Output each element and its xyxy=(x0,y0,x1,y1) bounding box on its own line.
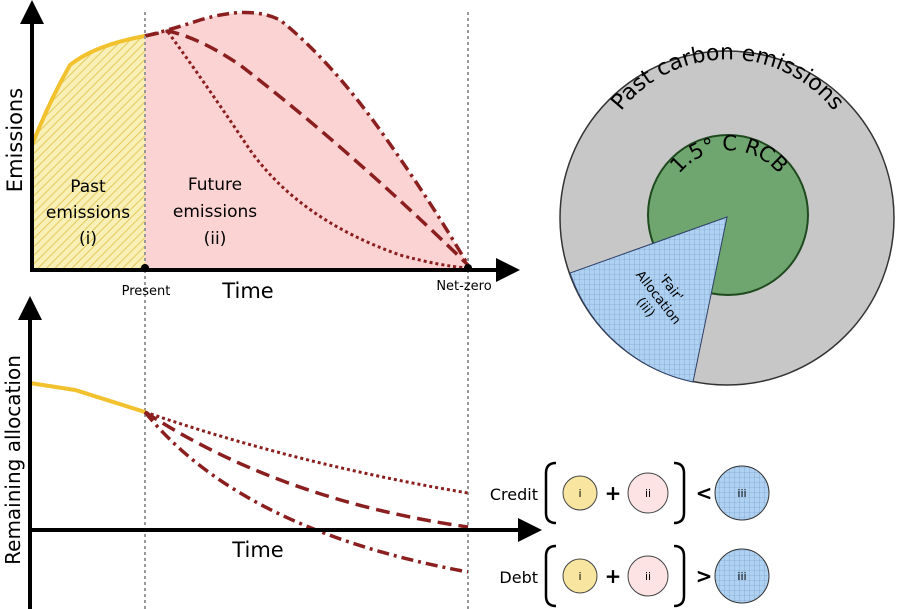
past-allocation-curve xyxy=(29,381,146,414)
future-label: (ii) xyxy=(204,229,227,249)
equation-label: Credit xyxy=(490,485,538,504)
bracket-left xyxy=(544,544,557,608)
future-emissions-area xyxy=(145,12,468,270)
past-emissions-area xyxy=(32,36,145,270)
present-label: Present xyxy=(122,284,171,299)
equation-label: Debt xyxy=(499,568,538,587)
comparison-operator: < xyxy=(696,481,713,505)
bracket-right xyxy=(673,461,686,525)
future-circle xyxy=(627,555,669,597)
allocation-symbol: iii xyxy=(737,487,746,500)
allocation-dotted xyxy=(144,410,469,495)
pathway-dotted xyxy=(166,31,469,270)
fair-allocation-wedge xyxy=(569,216,728,383)
pathway-dashdot xyxy=(144,10,470,266)
past-label: Past xyxy=(70,177,106,197)
past-label: (i) xyxy=(79,229,97,249)
remaining-allocation-chart: Remaining allocation Time xyxy=(1,296,542,609)
netzero-label: Net-zero xyxy=(436,279,491,294)
future-circle xyxy=(627,472,669,514)
emissions-chart: Emissions Time Present Net-zero Past emi… xyxy=(3,0,520,303)
y-axis-label: Remaining allocation xyxy=(1,355,25,565)
netzero-dot xyxy=(464,264,472,272)
y-axis-label: Emissions xyxy=(3,88,27,192)
allocation-dashdot xyxy=(143,410,469,574)
present-dot xyxy=(141,264,149,272)
future-symbol: ii xyxy=(645,570,651,583)
allocation-dashed xyxy=(144,410,469,529)
bracket-left xyxy=(544,461,557,525)
past-circle xyxy=(562,558,598,594)
comparison-operator: > xyxy=(696,564,713,588)
past-emissions-curve xyxy=(30,34,146,146)
x-axis-label: Time xyxy=(221,279,273,303)
pathway-dashed xyxy=(144,29,470,267)
past-circle xyxy=(562,475,598,511)
bracket-right xyxy=(673,544,686,608)
future-label: Future xyxy=(188,175,242,195)
plus-operator: + xyxy=(605,481,622,505)
allocation-circle xyxy=(714,465,770,521)
allocation-circle xyxy=(714,548,770,604)
x-axis-label: Time xyxy=(231,538,283,562)
future-label: emissions xyxy=(173,202,257,222)
equation-credit: Credit i + ii < iii xyxy=(490,461,770,525)
equation-debt: Debt i + ii > iii xyxy=(499,544,770,608)
past-symbol: i xyxy=(578,487,581,500)
plus-operator: + xyxy=(605,564,622,588)
carbon-budget-circle: Past carbon emissions 1.5° C RCB 'Fair' … xyxy=(559,40,895,386)
future-symbol: ii xyxy=(645,487,651,500)
allocation-symbol: iii xyxy=(737,570,746,583)
past-label: emissions xyxy=(46,203,130,223)
past-symbol: i xyxy=(578,570,581,583)
